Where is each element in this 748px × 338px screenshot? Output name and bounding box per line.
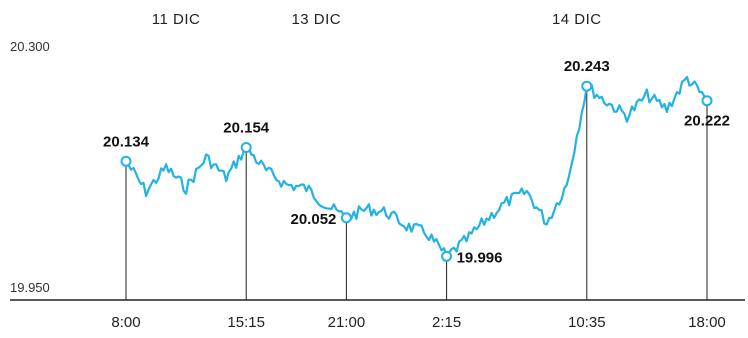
data-point-marker-1 — [240, 142, 252, 153]
series-layer — [124, 75, 709, 258]
x-tick-label-2: 21:00 — [328, 314, 366, 331]
data-point-marker-0 — [120, 155, 132, 167]
value-label-1: 20.154 — [223, 120, 270, 137]
reference-lines-layer — [125, 91, 708, 300]
data-point-marker-3 — [441, 250, 453, 262]
value-label-4: 20.243 — [564, 58, 610, 75]
x-tick-label-0: 8:00 — [111, 314, 140, 331]
date-label-1: 13 DIC — [291, 11, 341, 28]
date-label-2: 14 DIC — [552, 11, 602, 28]
x-tick-label-1: 15:15 — [227, 314, 265, 331]
data-point-marker-4 — [581, 80, 593, 92]
labels-layer: 19.950 20.300 11 DIC 13 DIC 14 DIC 20.134 8:00… — [10, 11, 730, 331]
data-point-marker-2 — [340, 212, 352, 224]
y-tick-label-0: 19.950 — [10, 280, 50, 295]
callout-markers-layer — [120, 80, 713, 262]
y-tick-label-1: 20.300 — [10, 39, 50, 54]
x-tick-label-4: 10:35 — [568, 314, 606, 331]
date-label-0: 11 DIC — [152, 11, 201, 28]
data-point-marker-5 — [701, 95, 713, 107]
value-label-0: 20.134 — [103, 133, 150, 150]
value-label-3: 19.996 — [457, 249, 503, 266]
value-label-2: 20.052 — [291, 211, 337, 228]
x-tick-label-3: 2:15 — [432, 314, 461, 331]
series-line — [124, 75, 709, 258]
x-tick-label-5: 18:00 — [688, 314, 726, 331]
value-label-5: 20.222 — [684, 113, 730, 130]
